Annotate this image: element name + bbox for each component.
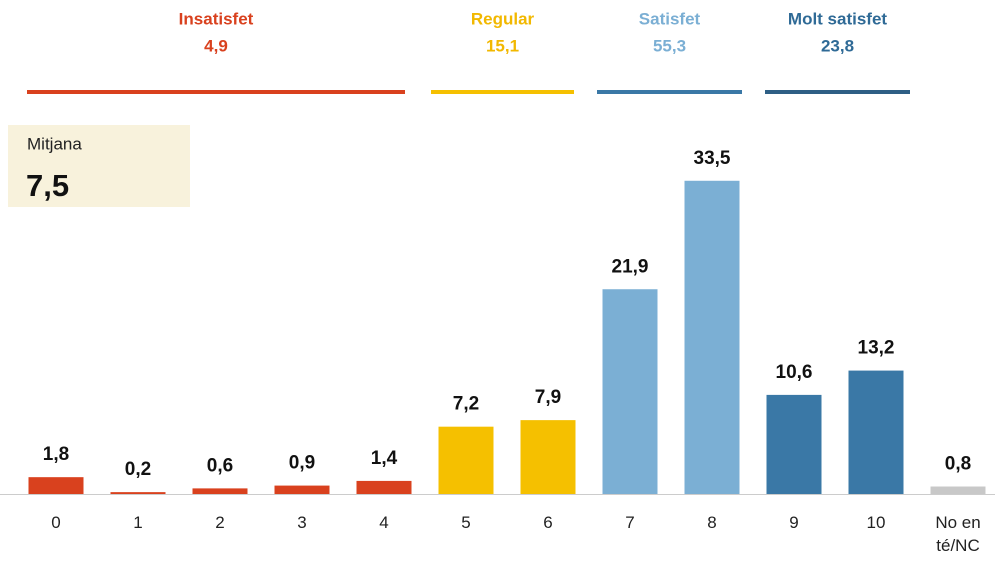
x-tick-label: 7: [625, 513, 635, 532]
bar: [28, 477, 84, 494]
mean-value: 7,5: [26, 168, 69, 203]
data-label: 1,8: [43, 444, 69, 465]
bar: [356, 480, 412, 494]
data-label: 21,9: [612, 256, 649, 277]
group-name: Molt satisfet: [788, 9, 888, 28]
x-tick-label: No en té/NC: [935, 513, 981, 555]
data-label: 7,2: [453, 394, 479, 415]
x-tick-label: 4: [379, 513, 389, 532]
x-tick-label: 5: [461, 513, 471, 532]
group-value: 55,3: [653, 36, 686, 55]
group-value: 23,8: [821, 36, 854, 55]
bar: [602, 289, 658, 494]
bar: [274, 485, 330, 494]
mean-box: [8, 125, 190, 207]
bar: [766, 394, 822, 494]
data-label: 10,6: [776, 362, 813, 383]
data-label: 0,2: [125, 459, 151, 480]
bar: [438, 426, 494, 494]
bar: [930, 486, 986, 494]
mean-label: Mitjana: [27, 134, 82, 153]
data-label: 0,8: [945, 454, 971, 475]
group-name: Insatisfet: [179, 9, 254, 28]
bar: [192, 488, 248, 494]
x-tick-label: 0: [51, 513, 61, 532]
x-tick-label: 9: [789, 513, 799, 532]
data-label: 33,5: [694, 148, 731, 169]
group-name: Regular: [471, 9, 535, 28]
x-tick-label: 3: [297, 513, 307, 532]
bar: [848, 370, 904, 494]
x-tick-label: 10: [866, 513, 886, 532]
data-label: 1,4: [371, 448, 398, 469]
bar: [684, 180, 740, 494]
x-tick-label: 6: [543, 513, 553, 532]
group-value: 15,1: [486, 36, 519, 55]
bar: [520, 420, 576, 494]
group-value: 4,9: [204, 36, 228, 55]
x-tick-label: 1: [133, 513, 143, 532]
data-label: 13,2: [858, 338, 895, 359]
data-label: 0,9: [289, 453, 315, 474]
x-tick-label: 2: [215, 513, 225, 532]
bar: [110, 492, 166, 494]
x-tick-label: 8: [707, 513, 717, 532]
data-label: 0,6: [207, 455, 233, 476]
data-label: 7,9: [535, 387, 561, 408]
group-name: Satisfet: [639, 9, 701, 28]
